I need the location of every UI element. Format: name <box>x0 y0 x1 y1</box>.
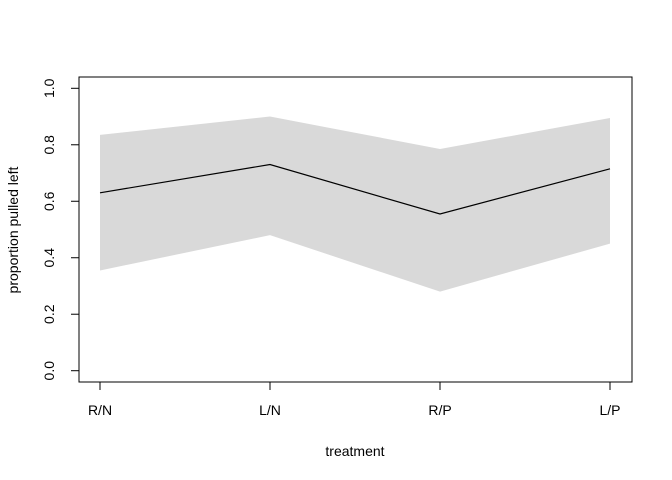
y-tick-label: 0.2 <box>41 304 57 324</box>
series-line-layer <box>99 163 611 215</box>
y-tick-label: 0.0 <box>41 361 57 381</box>
y-tick-label: 0.8 <box>41 135 57 155</box>
x-tick-label: R/P <box>428 402 451 418</box>
y-axis: 0.0 0.2 0.4 0.6 0.8 1.0 <box>41 78 80 381</box>
y-tick-label: 1.0 <box>41 78 57 98</box>
x-axis: R/N L/N R/P L/P <box>88 381 621 418</box>
x-tick-label: L/P <box>599 402 620 418</box>
y-tick-label: 0.6 <box>41 191 57 211</box>
confidence-band <box>100 116 610 292</box>
x-axis-label: treatment <box>325 443 384 459</box>
x-tick-label: R/N <box>88 402 112 418</box>
series-line <box>99 163 611 215</box>
x-tick-label: L/N <box>259 402 281 418</box>
y-axis-label: proportion pulled left <box>5 166 21 293</box>
y-tick-label: 0.4 <box>41 248 57 268</box>
confidence-band-layer <box>100 116 610 292</box>
